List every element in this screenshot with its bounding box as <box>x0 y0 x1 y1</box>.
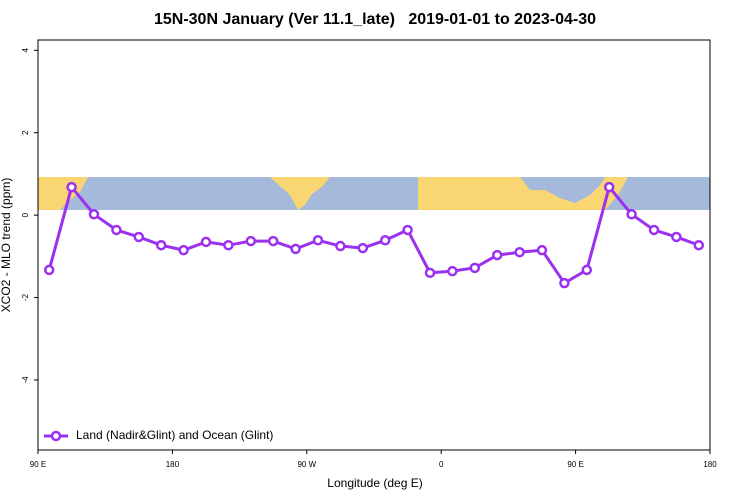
legend-label: Land (Nadir&Glint) and Ocean (Glint) <box>76 428 273 442</box>
data-point <box>335 240 346 252</box>
data-point <box>357 242 369 254</box>
x-tick-label: 90 E <box>567 460 583 469</box>
x-axis-label: Longitude (deg E) <box>327 476 422 490</box>
data-point <box>447 265 458 277</box>
data-point <box>178 244 189 256</box>
x-tick-label: 0 <box>439 460 444 469</box>
data-point <box>603 181 615 193</box>
land <box>418 177 628 210</box>
x-tick-label: 180 <box>166 460 180 469</box>
y-tick-label: 0 <box>21 212 30 217</box>
x-tick-label: 90 E <box>30 460 46 469</box>
data-point <box>155 239 167 251</box>
data-point <box>200 236 212 248</box>
data-point <box>290 243 301 255</box>
data-point <box>111 224 122 236</box>
y-tick-label: 2 <box>21 130 30 135</box>
x-tick-label: 180 <box>703 460 717 469</box>
data-point <box>43 264 55 276</box>
data-point <box>469 262 481 274</box>
data-point <box>88 209 100 220</box>
land <box>270 177 330 210</box>
data-point <box>559 277 570 289</box>
x-tick-label: 90 W <box>297 460 316 469</box>
data-point <box>514 246 525 258</box>
plot-frame <box>37 39 711 451</box>
legend-marker <box>50 430 62 442</box>
data-point <box>379 235 391 246</box>
y-axis-label: XCO2 - MLO trend (ppm) <box>0 178 13 313</box>
map-band <box>38 177 710 210</box>
y-tick-label: -4 <box>21 376 30 384</box>
data-point <box>693 239 705 251</box>
data-point <box>133 231 145 243</box>
chart-title: 15N-30N January (Ver 11.1_late) 2019-01-… <box>154 11 596 28</box>
data-point <box>424 267 436 279</box>
y-tick-label: 4 <box>21 48 30 53</box>
data-point <box>536 244 548 256</box>
data-point <box>581 264 593 276</box>
data-point <box>626 209 637 220</box>
data-point <box>648 224 660 236</box>
data-point <box>245 235 257 247</box>
data-point <box>402 224 413 236</box>
data-point <box>267 235 279 247</box>
data-point <box>671 231 682 243</box>
data-point <box>66 181 77 193</box>
data-point <box>491 249 503 261</box>
y-tick-label: -2 <box>21 293 30 301</box>
data-point <box>223 239 234 251</box>
data-point <box>312 235 324 246</box>
